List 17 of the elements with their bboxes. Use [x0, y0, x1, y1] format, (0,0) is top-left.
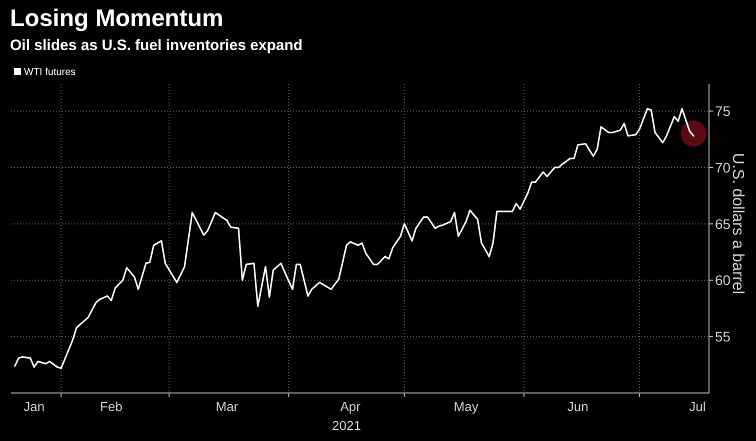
chart-subtitle: Oil slides as U.S. fuel inventories expand: [10, 37, 303, 54]
x-axis-title: 2021: [332, 418, 361, 433]
x-tick-label: Jan: [24, 399, 45, 414]
y-tick-label: 55: [715, 328, 731, 345]
y-tick-label: 75: [715, 103, 731, 120]
x-tick-label: Jul: [689, 399, 706, 414]
y-tick-label: 70: [715, 159, 731, 176]
chart-title: Losing Momentum: [10, 5, 224, 32]
y-tick-label: 65: [715, 216, 731, 232]
x-tick-label: Mar: [216, 399, 239, 414]
y-axis-title: U.S. dollars a barrel: [729, 152, 746, 294]
x-tick-label: May: [454, 399, 479, 414]
x-tick-label: Jun: [567, 399, 588, 414]
x-tick-label: Feb: [100, 399, 122, 414]
y-tick-label: 60: [715, 272, 731, 288]
legend-label: WTI futures: [24, 67, 76, 78]
x-tick-label: Apr: [340, 399, 362, 414]
